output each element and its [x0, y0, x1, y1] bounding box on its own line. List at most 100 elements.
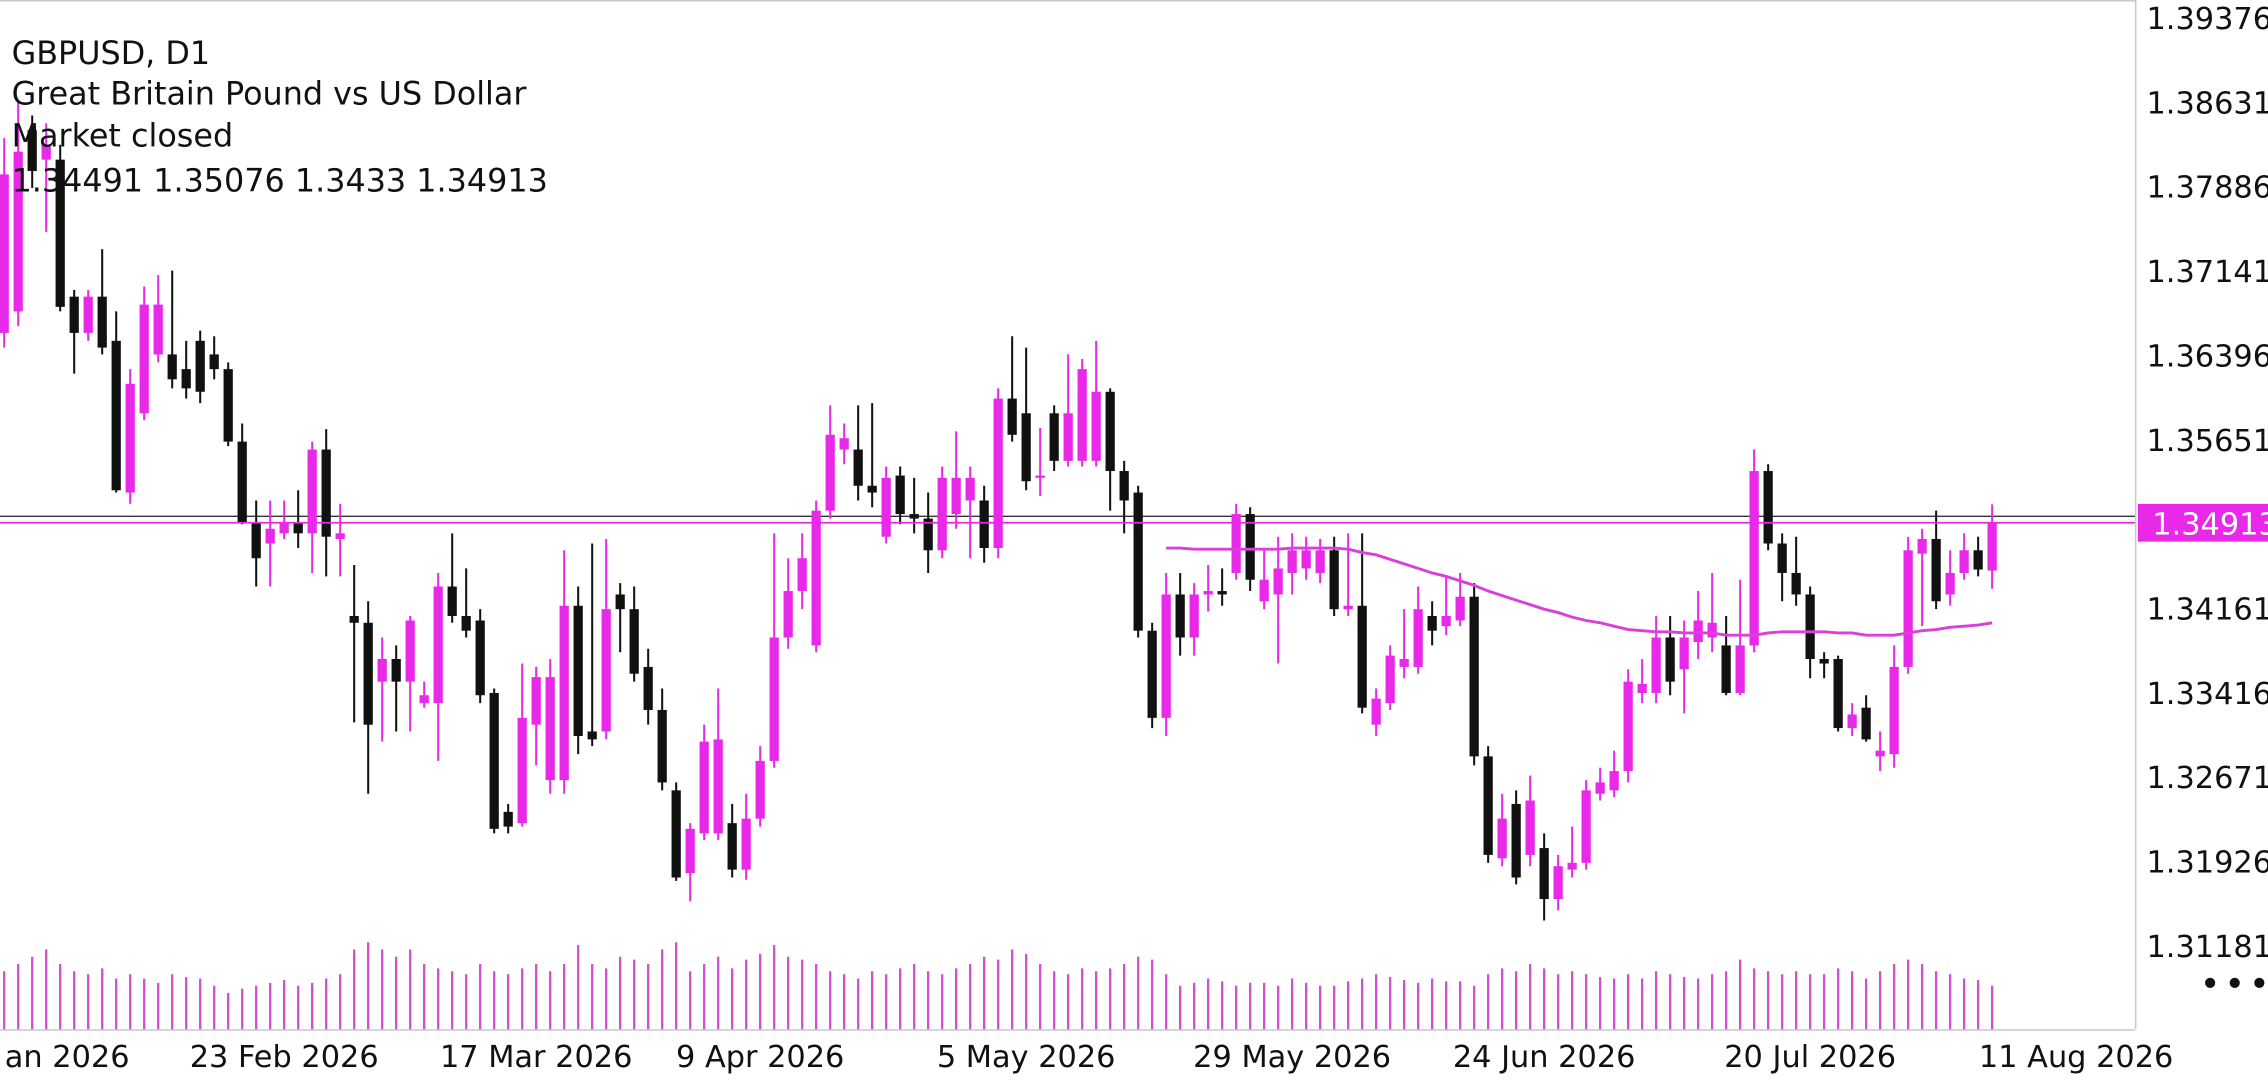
candle-body: [671, 790, 681, 878]
candle-body: [1609, 771, 1619, 791]
menu-dot[interactable]: [2205, 977, 2216, 988]
candle-body: [475, 620, 485, 696]
symbol-title: GBPUSD, D1: [12, 34, 211, 72]
candle-body: [139, 304, 149, 414]
x-tick-label: 29 May 2026: [1193, 1040, 1391, 1075]
x-tick-label: 24 Jun 2026: [1453, 1040, 1636, 1075]
candle-body: [69, 296, 79, 333]
candle-body: [1469, 596, 1479, 757]
candle-body: [433, 586, 443, 704]
candle-body: [335, 533, 345, 539]
candle-body: [783, 591, 793, 638]
candle-body: [517, 717, 527, 824]
candle-body: [1973, 550, 1983, 570]
candle-body: [1455, 596, 1465, 621]
candle-body: [1357, 605, 1367, 708]
candle-body: [1385, 655, 1395, 704]
candle-body: [1623, 681, 1633, 772]
candle-body: [125, 383, 135, 493]
y-tick-label: 1.34161: [2147, 592, 2268, 627]
candle-body: [979, 500, 989, 549]
y-tick-label: 1.37141: [2147, 255, 2268, 290]
candle-body: [1805, 594, 1815, 659]
y-tick-label: 1.31181: [2147, 930, 2268, 965]
candle-body: [1427, 615, 1437, 631]
candle-body: [1777, 543, 1787, 573]
candle-body: [489, 692, 499, 829]
candle-body: [1959, 550, 1969, 573]
candle-body: [741, 818, 751, 870]
market-status: Market closed: [12, 116, 234, 154]
x-tick-label: 11 Aug 2026: [1979, 1040, 2173, 1075]
candle-body: [1287, 550, 1297, 573]
current-price-label: 1.34913: [2152, 507, 2268, 542]
candle-body: [419, 695, 429, 704]
candle-body: [1217, 591, 1227, 595]
candle-body: [181, 369, 191, 389]
candle-body: [1063, 413, 1073, 461]
candle-body: [1119, 471, 1129, 501]
candle-body: [1553, 866, 1563, 900]
candle-body: [1833, 658, 1843, 729]
y-tick-label: 1.36396: [2147, 339, 2268, 374]
candle-body: [1007, 398, 1017, 435]
candle-body: [111, 340, 121, 491]
candle-body: [531, 677, 541, 725]
menu-dot[interactable]: [2229, 977, 2240, 988]
candle-body: [1077, 369, 1087, 461]
candle-body: [1413, 609, 1423, 667]
candle-body: [713, 739, 723, 834]
candle-body: [573, 605, 583, 736]
candle-body: [1231, 514, 1241, 573]
candle-body: [97, 296, 107, 348]
candle-body: [153, 304, 163, 355]
candle-body: [55, 159, 65, 307]
candle-body: [937, 477, 947, 551]
candle-body: [237, 441, 247, 522]
candle-body: [1371, 698, 1381, 725]
candle-body: [909, 514, 919, 519]
candle-body: [629, 609, 639, 674]
candle-body: [1637, 683, 1647, 693]
candle-body: [461, 615, 471, 631]
candle-body: [1819, 658, 1829, 664]
candle-body: [1245, 514, 1255, 580]
candle-body: [0, 174, 9, 333]
candle-body: [1021, 413, 1031, 482]
ohlc-high: 1.35076: [153, 161, 285, 199]
candle-body: [1133, 492, 1143, 631]
candle-body: [1679, 637, 1689, 670]
candle-body: [223, 369, 233, 442]
menu-dot[interactable]: [2254, 977, 2265, 988]
x-tick-label: 20 Jul 2026: [1724, 1040, 1896, 1075]
y-tick-label: 1.37886: [2147, 171, 2268, 206]
y-tick-label: 1.39376: [2147, 2, 2268, 37]
candle-body: [251, 521, 261, 559]
candle-body: [1567, 862, 1577, 870]
candle-body: [1049, 413, 1059, 461]
y-tick-label: 1.38631: [2147, 86, 2268, 121]
candle-body: [1707, 622, 1717, 638]
candle-body: [839, 438, 849, 450]
candle-body: [923, 518, 933, 551]
candle-body: [727, 823, 737, 870]
candle-body: [559, 605, 569, 781]
candle-body: [363, 622, 373, 725]
candle-body: [1511, 803, 1521, 878]
plot-area: [0, 101, 2135, 1030]
candle-body: [265, 528, 275, 544]
candle-body: [209, 354, 219, 370]
candle-body: [1791, 572, 1801, 595]
candle-body: [41, 144, 51, 160]
candle-body: [965, 477, 975, 501]
candle-body: [1441, 615, 1451, 627]
candle-body: [895, 475, 905, 515]
candle-body: [1329, 550, 1339, 610]
more-menu[interactable]: [2205, 977, 2265, 988]
candle-body: [167, 354, 177, 380]
candle-body: [503, 811, 513, 827]
moving-average: [1166, 546, 1993, 637]
candle-body: [1497, 818, 1507, 859]
